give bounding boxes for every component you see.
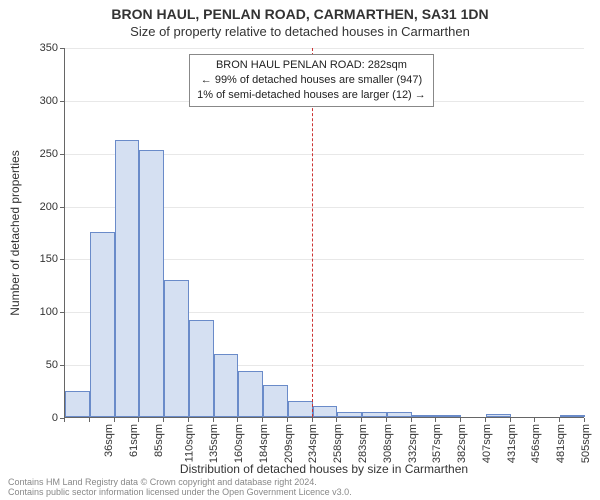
x-tick-label: 160sqm [233,424,245,463]
annotation-box: BRON HAUL PENLAN ROAD: 282sqm ← 99% of d… [189,54,434,107]
x-tick-label: 85sqm [153,424,165,457]
footer-line-2: Contains public sector information licen… [8,488,592,498]
y-tick-mark [60,365,64,366]
x-tick-mark [213,418,214,422]
x-tick-label: 135sqm [209,424,221,463]
x-tick-label: 283sqm [357,424,369,463]
x-tick-mark [485,418,486,422]
histogram-bar [189,320,214,417]
y-tick-mark [60,154,64,155]
x-tick-label: 407sqm [481,424,493,463]
x-tick-mark [64,418,65,422]
x-tick-mark [534,418,535,422]
chart-title-main: BRON HAUL, PENLAN ROAD, CARMARTHEN, SA31… [0,6,600,22]
x-tick-label: 234sqm [308,424,320,463]
y-tick-label: 200 [18,201,58,213]
plot-area: BRON HAUL PENLAN ROAD: 282sqm ← 99% of d… [64,48,584,418]
x-tick-mark [114,418,115,422]
x-tick-mark [287,418,288,422]
histogram-bar [263,385,288,417]
x-tick-label: 209sqm [283,424,295,463]
annotation-line-3: 1% of semi-detached houses are larger (1… [197,88,426,103]
x-tick-label: 61sqm [128,424,140,457]
x-tick-mark [89,418,90,422]
x-tick-label: 431sqm [506,424,518,463]
y-tick-label: 100 [18,306,58,318]
x-tick-label: 110sqm [183,424,195,462]
x-tick-mark [163,418,164,422]
histogram-bar [412,415,437,417]
annotation-line-1: BRON HAUL PENLAN ROAD: 282sqm [197,58,426,73]
x-axis-title: Distribution of detached houses by size … [64,462,584,476]
x-tick-label: 332sqm [407,424,419,463]
histogram-bar [238,371,263,418]
x-tick-label: 456sqm [530,424,542,463]
y-tick-mark [60,207,64,208]
histogram-bar [214,354,239,417]
histogram-bar [337,412,362,417]
histogram-bar [115,140,140,417]
histogram-bar [139,150,164,417]
x-tick-mark [312,418,313,422]
chart-container: BRON HAUL, PENLAN ROAD, CARMARTHEN, SA31… [0,0,600,500]
x-tick-mark [411,418,412,422]
histogram-bar [65,391,90,417]
y-tick-mark [60,259,64,260]
y-tick-mark [60,101,64,102]
x-tick-label: 184sqm [258,424,270,463]
x-tick-mark [386,418,387,422]
y-tick-label: 50 [18,359,58,371]
y-tick-label: 350 [18,42,58,54]
x-tick-label: 36sqm [103,424,115,457]
chart-title-sub: Size of property relative to detached ho… [0,24,600,39]
y-tick-label: 250 [18,148,58,160]
x-tick-mark [188,418,189,422]
x-tick-mark [460,418,461,422]
y-tick-mark [60,312,64,313]
x-tick-mark [336,418,337,422]
histogram-bar [387,412,412,417]
x-tick-mark [510,418,511,422]
footer-attribution: Contains HM Land Registry data © Crown c… [8,478,592,498]
y-tick-label: 300 [18,95,58,107]
x-tick-mark [559,418,560,422]
x-tick-label: 505sqm [580,424,592,463]
x-tick-label: 308sqm [382,424,394,463]
x-tick-mark [237,418,238,422]
histogram-bar [313,406,338,417]
histogram-bar [486,414,511,417]
histogram-bar [90,232,115,417]
x-tick-label: 382sqm [456,424,468,463]
x-tick-label: 481sqm [555,424,567,463]
histogram-bar [436,415,461,417]
y-tick-mark [60,48,64,49]
x-tick-mark [584,418,585,422]
annotation-line-2: ← 99% of detached houses are smaller (94… [197,73,426,88]
histogram-bar [560,415,585,417]
histogram-bar [288,401,313,417]
x-tick-label: 357sqm [431,424,443,463]
x-tick-mark [435,418,436,422]
y-tick-label: 0 [18,412,58,424]
histogram-bar [362,412,387,417]
x-tick-mark [138,418,139,422]
x-tick-mark [262,418,263,422]
x-tick-mark [361,418,362,422]
histogram-bar [164,280,189,417]
x-tick-label: 258sqm [332,424,344,463]
y-tick-label: 150 [18,253,58,265]
gridline [65,48,584,49]
